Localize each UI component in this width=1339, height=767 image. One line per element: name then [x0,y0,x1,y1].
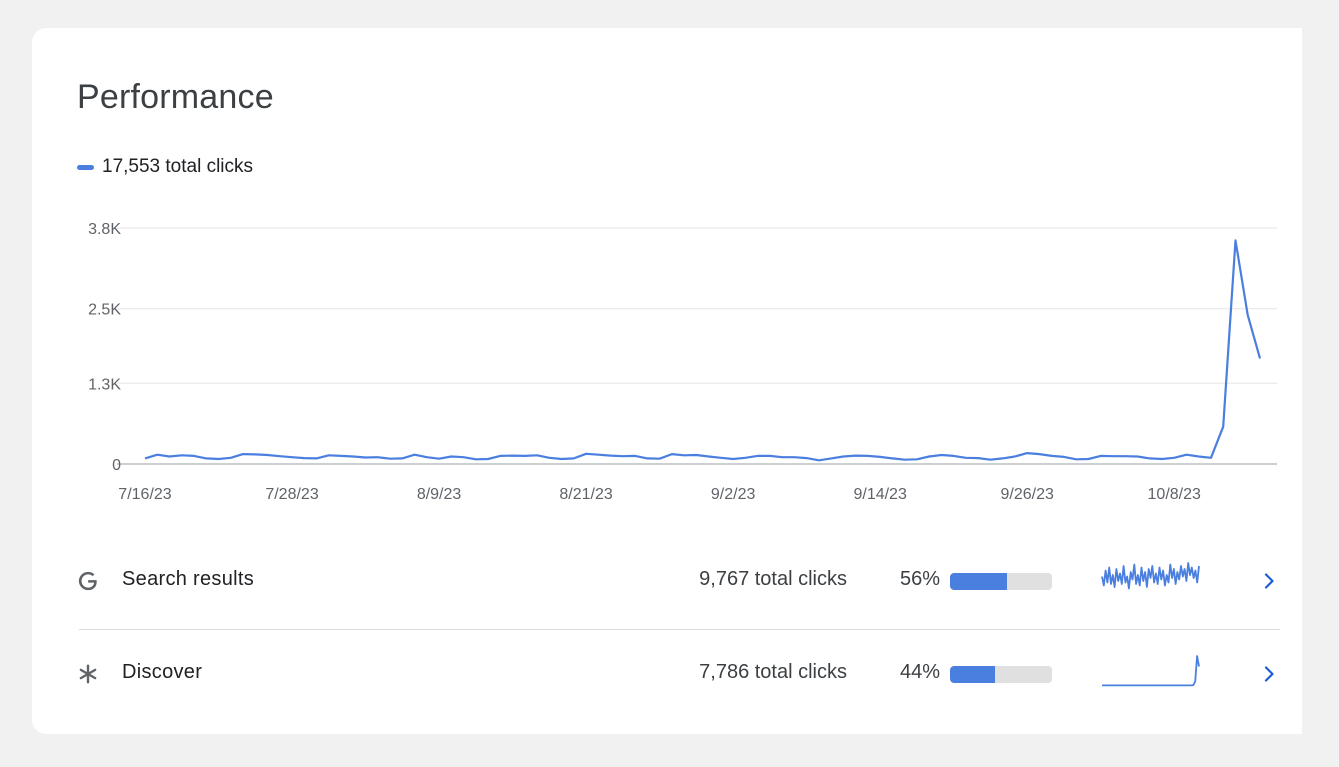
clicks-line-chart: 3.8K 2.5K 1.3K 0 7/16/23 7/28/23 8/9/23 8/21/2… [88,221,1277,503]
row-divider [79,629,1280,630]
sparkline [1102,655,1200,687]
x-tick-label: 8/9/23 [417,486,462,503]
row-search-results[interactable]: Search results 9,767 total clicks 56% [77,552,1280,612]
share-bar [950,666,1052,683]
total-clicks-legend[interactable]: 17,553 total clicks [77,156,253,178]
row-label: Search results [122,568,255,590]
x-tick-label: 8/21/23 [559,486,612,503]
y-tick-label: 3.8K [88,221,121,238]
y-tick-label: 0 [112,457,121,474]
y-axis-ticks: 3.8K 2.5K 1.3K 0 [88,221,121,474]
discover-asterisk-icon [79,664,97,684]
chart-grid [117,227,1277,465]
y-tick-label: 1.3K [88,376,121,393]
sparkline-path [1102,655,1200,687]
row-label: Discover [122,661,203,683]
chevron-right-icon[interactable] [1257,569,1281,593]
share-bar-fill [950,573,1008,590]
x-tick-label: 7/28/23 [265,486,318,503]
chart-series [144,239,1262,462]
share-bar [950,573,1052,590]
page-title: Performance [77,78,274,116]
x-tick-label: 7/16/23 [118,486,171,503]
x-tick-label: 10/8/23 [1148,486,1201,503]
sparkline-path [1101,562,1200,590]
google-g-icon [78,571,97,591]
y-tick-label: 2.5K [88,302,121,319]
row-percent: 44% [900,661,941,683]
sparkline [1101,562,1200,590]
x-tick-label: 9/26/23 [1001,486,1054,503]
x-tick-label: 9/2/23 [711,486,756,503]
row-total-clicks: 9,767 total clicks [699,568,847,590]
x-axis-ticks: 7/16/23 7/28/23 8/9/23 8/21/23 9/2/23 9/14/23… [118,486,1201,503]
row-percent: 56% [900,568,941,590]
share-bar-fill [950,666,995,683]
row-discover[interactable]: Discover 7,786 total clicks 44% [77,645,1280,705]
legend-label: 17,553 total clicks [102,156,254,177]
series-line-total-clicks [144,239,1262,462]
x-tick-label: 9/14/23 [853,486,906,503]
chevron-right-icon[interactable] [1257,662,1281,686]
legend-swatch [77,164,94,170]
performance-card: Performance 17,553 total clicks 3.8K 2.5K… [32,28,1302,734]
row-total-clicks: 7,786 total clicks [699,661,847,683]
